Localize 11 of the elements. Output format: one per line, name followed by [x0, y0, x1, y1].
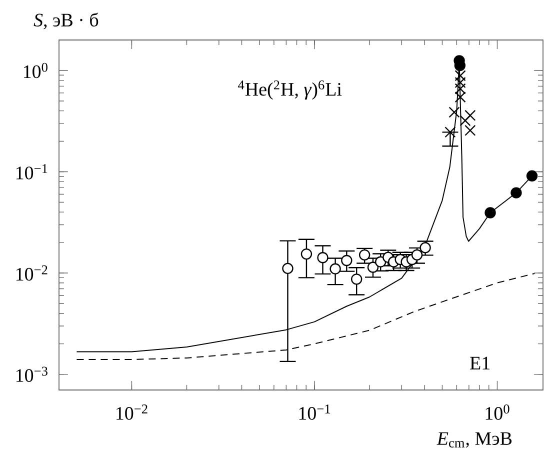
y-tick-label: 10$^{0}$: [24, 62, 48, 78]
y-axis-title: S, эВ · б: [34, 12, 98, 30]
x-tick-label: 10$^{−1}$: [299, 404, 330, 420]
x-tick-label: 10$^{0}$: [486, 404, 510, 420]
x-tick-label: 10$^{−2}$: [116, 404, 148, 420]
annotation: $^{4}$He($^{2}$H, γ)$^{6}$Li: [238, 80, 342, 100]
y-tick-label: 10$^{−2}$: [16, 265, 48, 281]
y-tick-label: 10$^{−3}$: [16, 366, 48, 382]
y-tick-label: 10$^{−1}$: [16, 164, 48, 180]
annotation: E1: [470, 356, 490, 370]
x-axis-title: E$_{cm}$, МэВ: [436, 432, 512, 448]
